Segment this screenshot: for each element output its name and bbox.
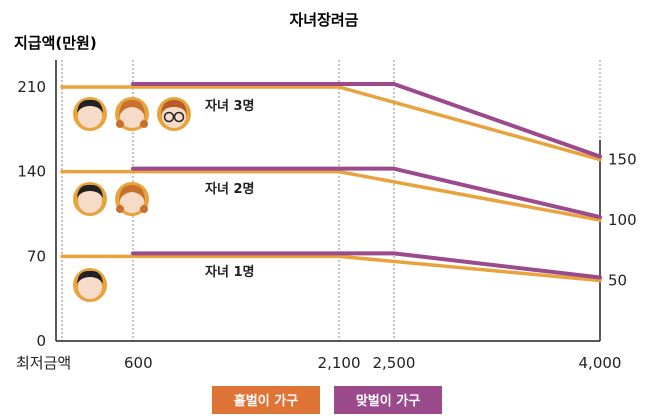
tick-labels: 0 70 140 210 50 100 150 최저금액 600 2,100 2,500 4,000	[16, 78, 637, 372]
x-tick-label: 4,000	[579, 354, 622, 372]
y-tick-label: 140	[17, 163, 46, 181]
y-tick-label: 210	[17, 78, 46, 96]
dual-income-line	[131, 82, 602, 159]
boy-face-icon	[73, 268, 107, 302]
x-tick-label: 600	[124, 354, 153, 372]
boy-face-icon	[73, 182, 107, 216]
legend-single-label: 홑벌이 가구	[234, 393, 298, 409]
legend-dual-swatch	[334, 386, 442, 414]
x-tick-label: 2,500	[372, 354, 415, 372]
right-tick-label: 50	[608, 272, 627, 290]
y-axis-label: 지급액(만원)	[14, 34, 97, 52]
right-tick-label: 100	[608, 211, 637, 229]
annotation-3-children: 자녀 3명	[205, 98, 254, 114]
faces-2-children	[73, 182, 149, 216]
legend-dual-label: 맞벌이 가구	[356, 393, 420, 409]
annotation-1-child: 자녀 1명	[205, 264, 254, 280]
y-tick-label: 70	[27, 247, 46, 265]
single-income-line	[60, 254, 602, 283]
dual-income-line	[131, 251, 602, 280]
annotation-2-children: 자녀 2명	[205, 181, 254, 197]
series-lines	[60, 82, 602, 283]
axes	[55, 60, 601, 342]
faces-1-child	[73, 268, 107, 302]
girl-face-icon	[115, 182, 149, 216]
legend: 홑벌이 가구 맞벌이 가구	[212, 386, 442, 414]
right-tick-label: 150	[608, 151, 637, 169]
x-tick-label: 2,100	[318, 354, 361, 372]
girl-face-icon	[115, 97, 149, 131]
y-tick-label: 0	[36, 332, 46, 350]
legend-single-swatch	[212, 386, 320, 414]
boy-face-icon	[73, 97, 107, 131]
faces-3-children	[73, 96, 192, 132]
chart-title: 자녀장려금	[289, 11, 358, 29]
single-income-line	[60, 169, 602, 222]
x-tick-label: 최저금액	[16, 354, 71, 372]
single-income-line	[60, 85, 602, 162]
dual-income-line	[131, 166, 602, 220]
glasses-face-icon	[156, 96, 192, 132]
